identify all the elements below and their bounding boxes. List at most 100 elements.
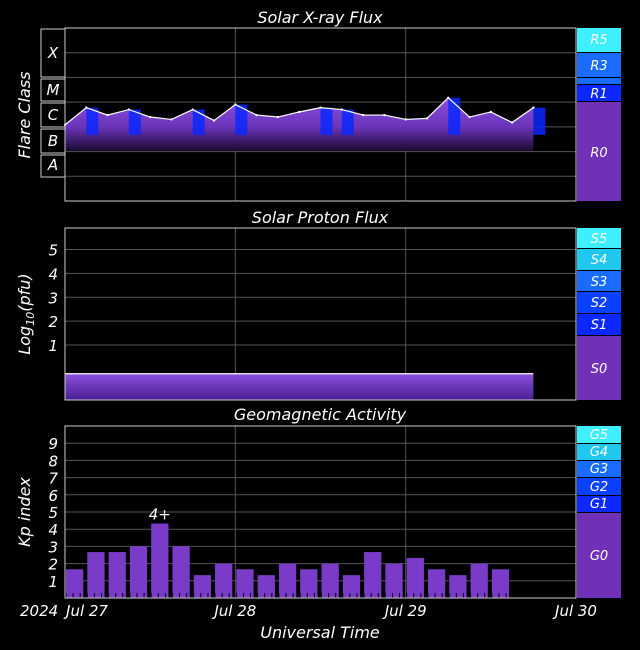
xray-title: Solar X-ray Flux <box>257 8 383 27</box>
proton-ytick-1: 2 <box>48 313 58 331</box>
xray-point-11 <box>298 110 301 114</box>
g0-label: G0 <box>590 549 608 564</box>
xray-area <box>63 96 546 151</box>
kp-bar-6 <box>193 575 212 598</box>
kp-bar-11 <box>300 569 318 598</box>
proton-ylabel-main: Log <box>15 326 34 355</box>
xray-flare-1 <box>86 107 99 135</box>
s5-box <box>577 228 621 248</box>
g-scale <box>577 426 621 598</box>
r5-box <box>577 28 621 52</box>
g5-box <box>577 426 621 443</box>
xray-point-15 <box>383 113 386 117</box>
kp-ytick-6: 7 <box>48 470 58 488</box>
kp-ytick-0: 1 <box>48 573 58 591</box>
s3-label: S3 <box>591 275 608 290</box>
kp-grid <box>65 426 576 598</box>
xray-ylabel: Flare Class <box>15 71 34 158</box>
xray-point-13 <box>340 108 343 111</box>
kp-bar-18 <box>449 575 467 598</box>
proton-ylabel-tail: (pfu) <box>15 273 34 311</box>
xray-point-20 <box>489 110 493 114</box>
kp-bar-0 <box>66 569 84 598</box>
xray-point-6 <box>191 108 194 111</box>
xray-flare-6 <box>192 109 205 135</box>
xray-point-3 <box>127 108 131 111</box>
xray-fill <box>65 97 534 151</box>
xray-point-4 <box>148 115 152 119</box>
s3-box <box>577 271 621 291</box>
proton-ytick-2: 3 <box>48 289 58 307</box>
proton-ylabel-sub: 10 <box>24 312 37 326</box>
r-scale <box>577 28 621 201</box>
xray-point-2 <box>106 113 109 117</box>
kp-bar-20 <box>491 569 510 598</box>
proton-yticks: 1 2 3 4 5 <box>48 242 58 356</box>
flare-class-c: C <box>48 106 59 124</box>
kp-bar-7 <box>215 563 233 598</box>
xray-flare-13 <box>341 109 354 135</box>
xray-point-9 <box>255 113 258 117</box>
flare-class-x: X <box>47 44 59 62</box>
kp-bars: 4+ <box>65 506 510 598</box>
xray-point-10 <box>276 115 280 119</box>
proton-title: Solar Proton Flux <box>252 208 389 227</box>
g3-label: G3 <box>590 462 608 477</box>
kp-bar-1 <box>87 552 105 598</box>
s0-label: S0 <box>591 362 608 377</box>
g1-box <box>577 496 621 512</box>
kp-bar-4 <box>151 523 169 598</box>
xray-point-7 <box>212 119 216 122</box>
proton-ytick-4: 5 <box>48 242 58 260</box>
proton-ytick-3: 4 <box>48 265 58 283</box>
g2-box <box>577 478 621 495</box>
kp-annotation: 4+ <box>149 506 171 524</box>
kp-ytick-3: 4 <box>48 521 58 539</box>
xray-point-5 <box>170 118 173 121</box>
xray-point-16 <box>404 118 407 121</box>
kp-ytick-5: 6 <box>48 487 58 505</box>
s2-box <box>577 292 621 313</box>
proton-ytick-0: 1 <box>48 337 58 355</box>
r1-label: R1 <box>590 87 607 102</box>
x-tick-label-3: Jul 30 <box>552 602 597 620</box>
x-tick-label-1: Jul 28 <box>211 602 256 620</box>
s4-box <box>577 249 621 270</box>
g4-box <box>577 444 621 460</box>
kp-bar-13 <box>342 575 361 598</box>
kp-bar-17 <box>427 569 446 598</box>
xray-point-14 <box>361 113 365 117</box>
flare-class-m: M <box>47 81 60 99</box>
xray-point-18 <box>447 96 450 99</box>
kp-bar-16 <box>406 557 424 598</box>
flare-class-boxes <box>40 28 66 178</box>
g5-label: G5 <box>590 428 608 443</box>
kp-ytick-2: 3 <box>48 538 58 556</box>
proton-grid <box>65 228 576 400</box>
proton-plot <box>64 227 577 401</box>
x-axis-label: Universal Time <box>260 623 380 642</box>
g1-label: G1 <box>590 497 608 512</box>
kp-bar-8 <box>236 569 254 598</box>
kp-bar-19 <box>470 563 488 598</box>
x-tick-label-0: Jul 27 <box>63 602 108 620</box>
kp-bar-12 <box>321 563 339 598</box>
proton-ylabel: Log10(pfu) <box>15 273 37 354</box>
xray-flare-22 <box>533 107 546 135</box>
r1-box <box>577 85 621 101</box>
kp-ytick-8: 9 <box>48 435 58 453</box>
xray-point-17 <box>425 117 429 120</box>
kp-ytick-1: 2 <box>48 556 58 574</box>
r0-box <box>577 102 621 201</box>
flare-class-a: A <box>47 156 58 174</box>
r3-label: R3 <box>590 59 607 74</box>
g4-label: G4 <box>590 445 608 460</box>
xray-point-22 <box>532 106 535 109</box>
kp-bar-10 <box>278 563 297 598</box>
xray-flare-18 <box>448 97 461 135</box>
r3-box <box>577 53 621 77</box>
s0-box <box>577 336 621 400</box>
kp-ytick-4: 5 <box>48 504 58 522</box>
s5-label: S5 <box>591 232 608 247</box>
r-gap-box <box>577 78 621 84</box>
